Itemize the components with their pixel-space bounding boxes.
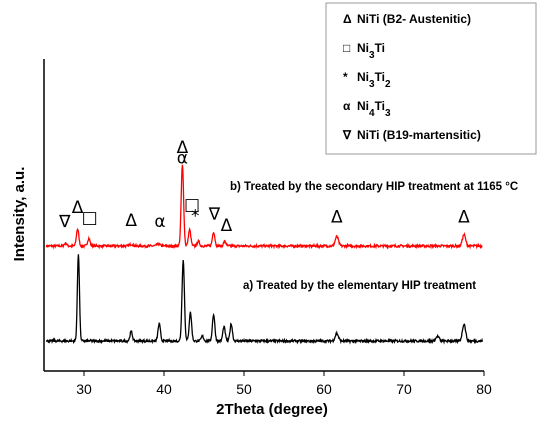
x-axis-title: 2Theta (degree) xyxy=(216,401,328,418)
phase-marker: α xyxy=(177,148,188,168)
phase-marker: Δ xyxy=(331,207,343,227)
legend-symbol: α xyxy=(343,99,351,113)
x-tick-label: 40 xyxy=(156,381,172,397)
series-label-a: a) Treated by the elementary HIP treatme… xyxy=(243,280,476,292)
legend-symbol: □ xyxy=(343,41,350,55)
phase-marker: Δ xyxy=(177,138,189,158)
legend: Δ NiTi (B2- Austenitic) □ Ni3Ti * Ni3Ti2 α Ni4T… xyxy=(325,2,537,155)
x-tick-label: 60 xyxy=(316,381,332,397)
phase-marker: □ xyxy=(184,195,200,215)
phase-marker: ∇ xyxy=(208,204,221,224)
phase-marker: Δ xyxy=(125,211,137,231)
legend-entry-label: Ni3Ti2 xyxy=(357,70,391,90)
x-axis-ticks: 30 40 50 60 70 80 xyxy=(76,371,492,397)
legend-symbol: * xyxy=(343,70,348,84)
legend-box xyxy=(325,2,537,155)
series-group xyxy=(45,164,484,345)
legend-symbol: ∇ xyxy=(342,128,352,142)
phase-marker: α xyxy=(154,212,165,232)
phase-marker: Δ xyxy=(458,207,470,227)
legend-entry-label: NiTi (B19-martensitic) xyxy=(357,128,481,142)
phase-marker: □ xyxy=(82,208,98,228)
phase-marker: Δ xyxy=(72,198,84,218)
series-line-a xyxy=(45,254,484,345)
legend-items: Δ NiTi (B2- Austenitic) □ Ni3Ti * Ni3Ti2 α Ni4T… xyxy=(342,12,481,142)
legend-entry-label: NiTi (B2- Austenitic) xyxy=(357,12,471,26)
x-tick-label: 50 xyxy=(236,381,252,397)
phase-marker: ∇ xyxy=(58,212,71,232)
phase-marker: Δ xyxy=(221,216,233,236)
y-axis-title: Intensity, a.u. xyxy=(11,167,28,262)
legend-symbol: Δ xyxy=(343,12,352,26)
phase-marker: * xyxy=(191,206,200,226)
x-tick-label: 70 xyxy=(396,381,412,397)
x-tick-label: 30 xyxy=(76,381,92,397)
series-line-b xyxy=(45,164,483,250)
legend-entry-label: Ni3Ti xyxy=(357,41,385,61)
legend-entry-label: Ni4Ti3 xyxy=(357,99,391,119)
series-label-b: b) Treated by the secondary HIP treatmen… xyxy=(230,181,518,193)
x-tick-label: 80 xyxy=(476,381,492,397)
